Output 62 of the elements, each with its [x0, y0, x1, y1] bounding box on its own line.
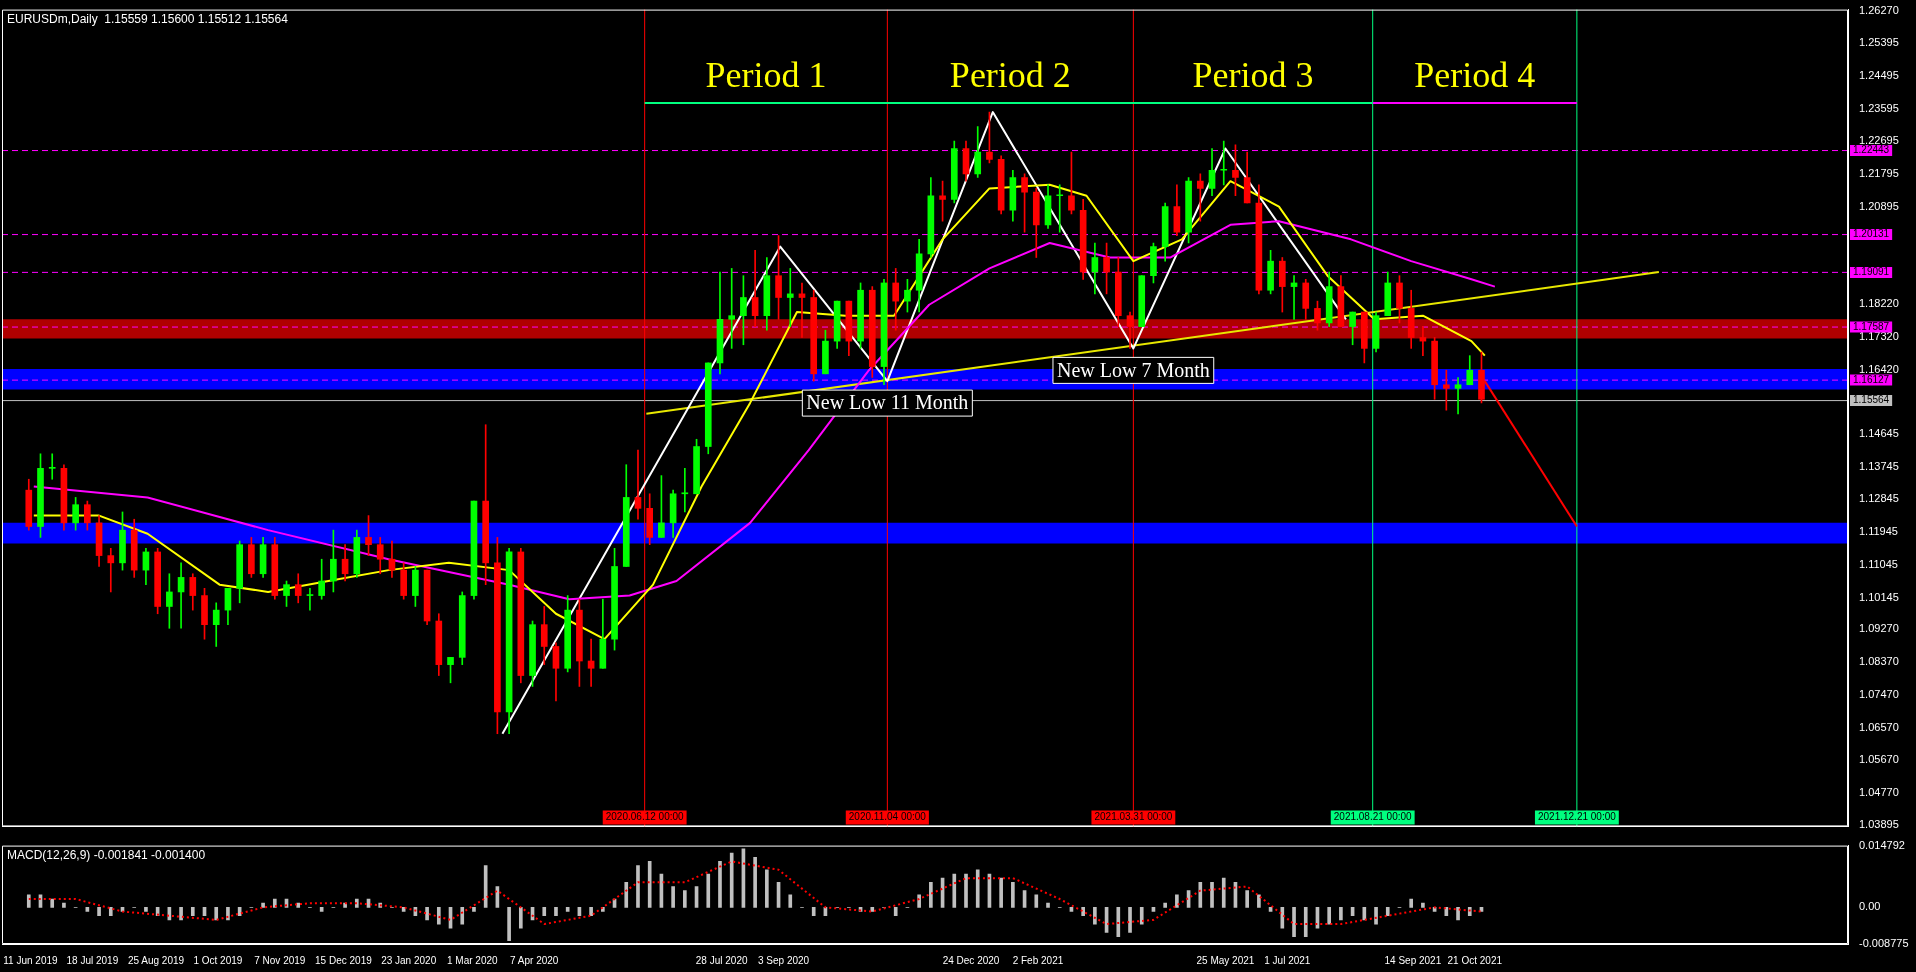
y-tick-label: 1.06570: [1859, 720, 1899, 733]
chart-title: EURUSDm,Daily 1.15559 1.15600 1.15512 1.15564: [7, 11, 289, 26]
y-tick-label: 1.20895: [1859, 199, 1899, 212]
ref-line-label: 1.20131: [1853, 228, 1890, 240]
x-tick-label: 24 Dec 2020: [942, 954, 1000, 966]
y-tick-label: 1.04770: [1859, 785, 1899, 798]
x-tick-label: 3 Sep 2020: [757, 954, 810, 966]
x-tick-label: 21 Oct 2021: [1447, 954, 1503, 966]
y-tick-label: 0.014792: [1859, 838, 1905, 851]
ref-line-label: 1.19091: [1853, 266, 1890, 278]
x-tick-label: 2 Feb 2021: [1012, 954, 1064, 966]
ref-line-label: 1.17587: [1853, 320, 1890, 332]
ref-line-label: 2021.12.21 00:00: [1537, 811, 1617, 823]
y-tick-label: 0.00: [1859, 900, 1881, 913]
y-tick-label: 1.17320: [1859, 329, 1899, 342]
annotation: New Low 11 Month: [806, 391, 969, 414]
y-tick-label: 1.21795: [1859, 167, 1899, 180]
y-tick-label: 1.11045: [1859, 557, 1898, 570]
x-tick-label: 1 Jul 2021: [1264, 954, 1311, 966]
y-tick-label: 1.26270: [1859, 4, 1899, 17]
y-tick-label: 1.18220: [1859, 297, 1899, 310]
x-tick-label: 28 Jul 2020: [695, 954, 748, 966]
x-tick-label: 7 Nov 2019: [254, 954, 306, 966]
y-tick-label: 1.11945: [1859, 525, 1898, 538]
y-tick-label: 1.14645: [1859, 427, 1899, 440]
x-tick-label: 18 Jul 2019: [66, 954, 119, 966]
y-tick-label: 1.16420: [1859, 362, 1899, 375]
y-tick-label: 1.24495: [1859, 68, 1899, 81]
annotation: Period 4: [1414, 55, 1536, 96]
chart-title: MACD(12,26,9) -0.001841 -0.001400: [7, 847, 206, 862]
y-tick-label: 1.09270: [1859, 622, 1899, 635]
ref-line-label: 2020.06.12 00:00: [605, 811, 685, 823]
y-tick-label: 1.13745: [1859, 459, 1899, 472]
x-tick-label: 15 Dec 2019: [315, 954, 373, 966]
y-tick-label: 1.07470: [1859, 687, 1899, 700]
ref-line-label: 2020.11.04 00:00: [848, 811, 927, 823]
x-tick-label: 1 Oct 2019: [193, 954, 243, 966]
ref-line-label: 1.15564: [1853, 394, 1890, 406]
y-tick-label: 1.25395: [1859, 36, 1899, 49]
x-tick-label: 11 Jun 2019: [3, 954, 59, 966]
annotation: Period 1: [705, 55, 827, 96]
x-tick-label: 25 May 2021: [1196, 954, 1255, 966]
y-tick-label: 1.12845: [1859, 492, 1899, 505]
y-tick-label: 1.08370: [1859, 655, 1899, 668]
ref-line-label: 2021.08.21 00:00: [1333, 811, 1413, 823]
ref-line-label: 1.22443: [1853, 144, 1890, 156]
y-tick-label: 1.23595: [1859, 101, 1899, 114]
x-tick-label: 23 Jan 2020: [381, 954, 437, 966]
y-tick-label: 1.22695: [1859, 134, 1899, 147]
y-tick-label: -0.008775: [1859, 937, 1909, 950]
ref-line-label: 2021.03.31 00:00: [1094, 811, 1173, 823]
y-tick-label: 1.03895: [1859, 817, 1899, 830]
x-tick-label: 1 Mar 2020: [446, 954, 499, 966]
x-tick-label: 7 Apr 2020: [510, 954, 559, 966]
x-tick-label: 14 Sep 2021: [1384, 954, 1442, 966]
annotation: Period 2: [949, 55, 1071, 96]
annotation: Period 3: [1192, 55, 1314, 96]
y-tick-label: 1.05670: [1859, 753, 1899, 766]
ref-line-label: 1.16127: [1853, 373, 1890, 385]
annotation: New Low 7 Month: [1056, 358, 1210, 381]
y-tick-label: 1.10145: [1859, 590, 1899, 603]
x-tick-label: 25 Aug 2019: [127, 954, 185, 966]
